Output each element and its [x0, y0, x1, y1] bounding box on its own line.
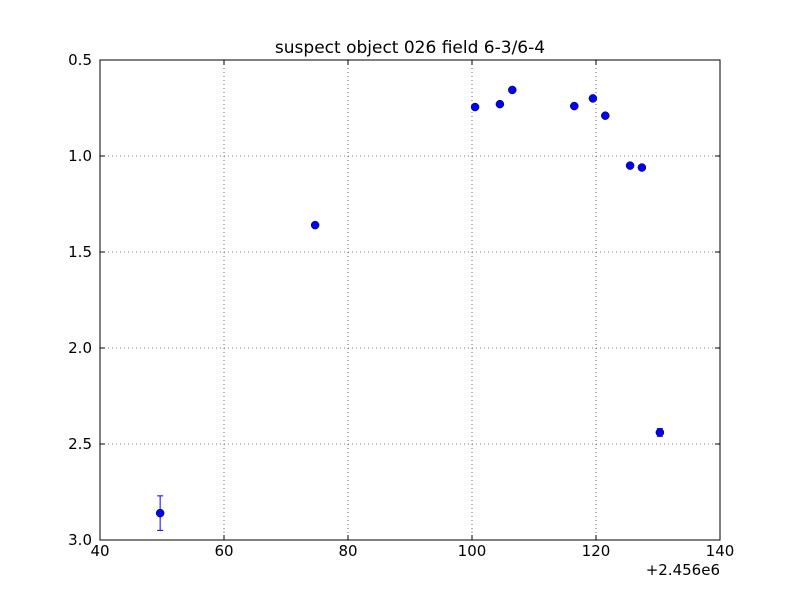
- x-tick-label: 40: [90, 542, 109, 560]
- point: [625, 161, 635, 170]
- x-tick-label: 140: [706, 542, 735, 560]
- y-tick-label: 3.0: [68, 531, 92, 549]
- point: [508, 85, 517, 95]
- x-tick-label: 80: [338, 542, 357, 560]
- y-tick-label: 1.0: [68, 147, 92, 165]
- x-tick-label: 100: [458, 542, 487, 560]
- y-tick-label: 2.0: [68, 339, 92, 357]
- point: [310, 220, 320, 230]
- point: [655, 428, 665, 437]
- point: [470, 102, 480, 112]
- y-tick-label: 2.5: [68, 435, 92, 453]
- y-tick-label: 0.5: [68, 51, 92, 69]
- x-offset-label: +2.456e6: [646, 561, 720, 579]
- point: [637, 163, 647, 172]
- point: [601, 111, 610, 120]
- chart-title: suspect object 026 field 6-3/6-4: [275, 38, 545, 58]
- x-tick-label: 60: [214, 542, 233, 560]
- point: [588, 94, 598, 103]
- point: [570, 101, 579, 111]
- point: [155, 508, 165, 518]
- x-tick-label: 120: [582, 542, 611, 560]
- plot-frame: [99, 59, 721, 541]
- point: [495, 99, 505, 109]
- y-tick-label: 1.5: [68, 243, 92, 261]
